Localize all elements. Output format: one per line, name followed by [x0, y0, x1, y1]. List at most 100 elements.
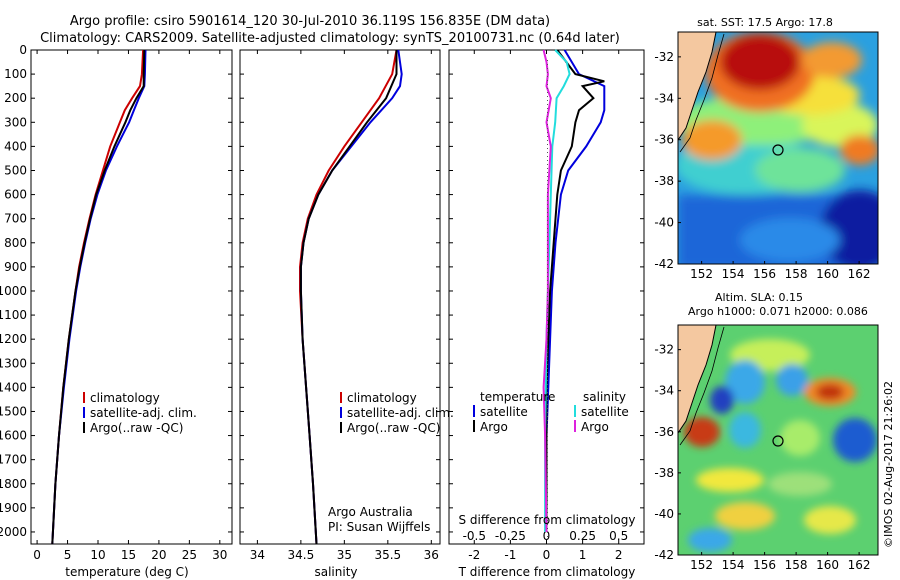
sst-map-frame — [677, 31, 879, 265]
sla-map-frame — [677, 324, 879, 556]
sst-warm-core — [720, 34, 800, 90]
legend-satellite-label: satellite-adj. clim. — [347, 406, 454, 420]
sla-contour — [679, 326, 725, 446]
sla-coastline — [678, 325, 717, 434]
legend-t-argo-label: Argo — [480, 420, 508, 434]
map-x-tick-label: 154 — [722, 558, 745, 572]
map-x-tick-label: 152 — [690, 558, 713, 572]
map-y-tick-label: -38 — [654, 466, 674, 480]
difference-legend-salinity: salinity satellite Argo — [574, 390, 629, 434]
x-tick-label: 0 — [543, 548, 551, 562]
sla-blue-sw — [688, 528, 732, 552]
legend-climatology-label: climatology — [90, 391, 160, 405]
x-tick-label: 36 — [424, 548, 439, 562]
map-y-tick-label: -34 — [654, 384, 674, 398]
sst-map-title: sat. SST: 17.5 Argo: 17.8 — [697, 16, 833, 29]
depth-tick-label: 1200 — [0, 332, 27, 346]
temperature-x-axis: 0 5 10 15 20 25 30 — [33, 50, 227, 562]
sla-blue-center — [776, 364, 808, 396]
argo-australia-label: Argo Australia — [328, 505, 413, 519]
depth-tick-label: 1600 — [0, 429, 27, 443]
map-x-tick-label: 160 — [816, 267, 839, 281]
sla-land-australia — [678, 325, 716, 433]
map-y-tick-label: -40 — [654, 507, 674, 521]
s-diff-tick-label: -0.5 — [463, 529, 486, 543]
x-tick-label: 35 — [337, 548, 352, 562]
x-tick-label: 35.5 — [374, 548, 401, 562]
sst-land-australia — [678, 32, 716, 140]
sst-color-blobs — [678, 32, 878, 264]
depth-tick-label: 1500 — [0, 404, 27, 418]
x-tick-label: 1 — [579, 548, 587, 562]
salinity-axis-title: salinity — [314, 565, 357, 579]
salinity-plot-frame — [239, 49, 441, 545]
x-tick-label: 15 — [121, 548, 136, 562]
map-x-tick-label: 152 — [690, 267, 713, 281]
sla-deep-blue — [710, 386, 734, 414]
map-x-tick-label: 162 — [848, 267, 871, 281]
legend-argo-label: Argo(..raw -QC) — [90, 421, 183, 435]
sst-mid-patch — [740, 218, 840, 262]
sla-green-south — [768, 472, 832, 496]
salinity-series — [299, 49, 403, 545]
x-tick-label: 34 — [250, 548, 265, 562]
sst-orange-west — [682, 120, 742, 160]
sla-color-blobs — [684, 339, 877, 552]
sla-map-axes: 152 154 156 158 160 162 -32 -34 -36 -38 -40 -42 — [654, 343, 870, 572]
depth-tick-label: 1400 — [0, 380, 27, 394]
legend-satellite-label: satellite-adj. clim. — [90, 406, 197, 420]
pi-label: PI: Susan Wijffels — [328, 520, 430, 534]
map-y-tick-label: -42 — [654, 548, 674, 562]
depth-tick-label: 1900 — [0, 501, 27, 515]
s-difference-axis-title: S difference from climatology — [459, 513, 636, 527]
s-diff-tick-label: 0.25 — [569, 529, 596, 543]
sla-yellow-south — [696, 468, 764, 492]
x-tick-label: 2 — [615, 548, 623, 562]
sla-blue-mid — [729, 412, 761, 448]
sla-yellow-sw — [715, 502, 775, 530]
difference-x-axis: -2 -1 0 1 2 -0.5 -0.25 0 0.25 0.5 — [463, 50, 628, 562]
x-tick-label: 10 — [90, 548, 105, 562]
sst-orange-ne — [802, 42, 862, 78]
salinity-legend: climatology satellite-adj. clim. Argo(..… — [340, 391, 454, 435]
sst-green-band — [755, 148, 845, 192]
x-tick-label: -2 — [468, 548, 480, 562]
x-tick-label: -1 — [504, 548, 516, 562]
sla-lightgreen-mid — [780, 420, 820, 456]
salinity-legend-title: salinity — [583, 390, 626, 404]
legend-argo-label: Argo(..raw -QC) — [347, 421, 440, 435]
depth-axis: 0 100 200 300 400 500 600 700 800 900 1000 1100 1200… — [0, 43, 644, 539]
series-argo-raw-qc- — [51, 49, 146, 545]
temperature-axis-title: temperature (deg C) — [65, 565, 188, 579]
s-diff-tick-label: 0 — [543, 529, 551, 543]
depth-tick-label: 300 — [4, 115, 27, 129]
legend-s-satellite-label: satellite — [581, 405, 629, 419]
map-y-tick-label: -42 — [654, 257, 674, 271]
map-x-tick-label: 158 — [785, 267, 808, 281]
depth-tick-label: 2000 — [0, 525, 27, 539]
depth-tick-label: 1100 — [0, 308, 27, 322]
map-x-tick-label: 156 — [753, 267, 776, 281]
map-y-tick-label: -36 — [654, 133, 674, 147]
map-y-tick-label: -32 — [654, 343, 674, 357]
x-tick-label: 30 — [212, 548, 227, 562]
temperature-legend-title: temperature — [480, 390, 555, 404]
sla-red-ne — [816, 384, 844, 400]
sla-map-title-1: Altim. SLA: 0.15 — [715, 291, 803, 304]
map-x-tick-label: 160 — [816, 558, 839, 572]
depth-tick-label: 1700 — [0, 453, 27, 467]
map-x-tick-label: 154 — [722, 267, 745, 281]
depth-tick-label: 400 — [4, 139, 27, 153]
depth-tick-label: 100 — [4, 67, 27, 81]
sst-coastline — [678, 32, 717, 141]
sst-heatmap — [678, 32, 878, 264]
x-tick-label: 25 — [182, 548, 197, 562]
series-argo-raw-qc- — [299, 50, 398, 545]
sla-red-west — [684, 417, 720, 447]
x-tick-label: 34.5 — [288, 548, 315, 562]
sst-argo-marker — [772, 144, 784, 156]
s-diff-tick-label: 0.5 — [609, 529, 628, 543]
legend-t-satellite-label: satellite — [480, 405, 528, 419]
sla-blue-east — [833, 418, 877, 462]
